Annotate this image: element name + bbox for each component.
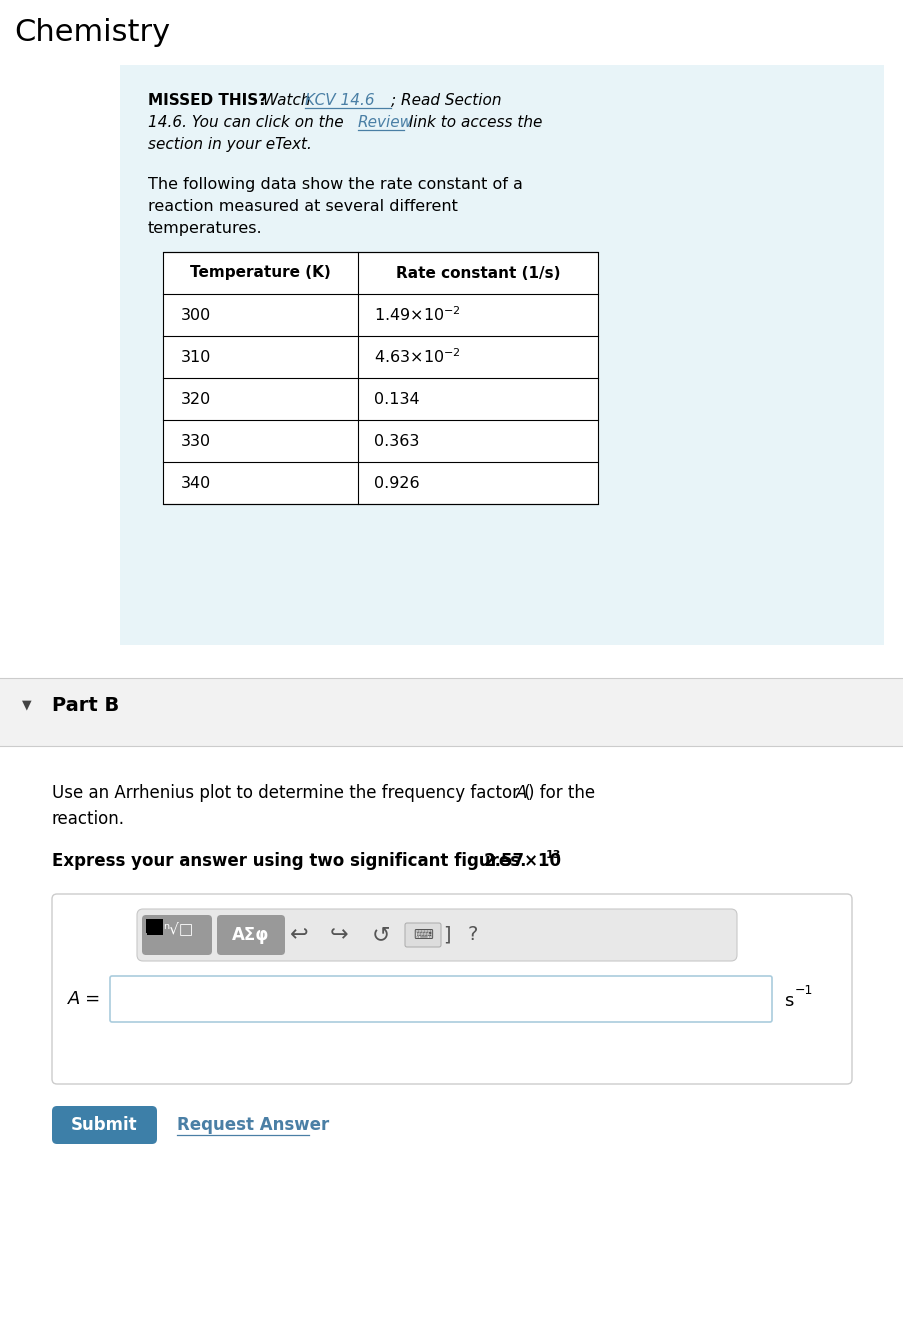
Text: Request Answer: Request Answer (177, 1116, 329, 1134)
Text: The following data show the rate constant of a: The following data show the rate constan… (148, 177, 522, 192)
Text: A =: A = (68, 990, 101, 1008)
Bar (147, 919, 163, 935)
Text: 300: 300 (181, 307, 211, 322)
Text: Part B: Part B (52, 696, 119, 716)
Text: ▼: ▼ (22, 698, 32, 712)
Text: ⌨: ⌨ (413, 928, 433, 942)
Text: 0.134: 0.134 (374, 391, 419, 407)
Text: section in your eText.: section in your eText. (148, 137, 312, 152)
Text: Express your answer using two significant figures.: Express your answer using two significan… (52, 853, 532, 870)
Text: MISSED THIS?: MISSED THIS? (148, 93, 266, 108)
Text: ↺: ↺ (371, 924, 390, 946)
Bar (163, 251, 598, 504)
Text: ?: ? (467, 926, 478, 944)
Text: s: s (783, 992, 793, 1009)
Bar (0, 678, 903, 746)
FancyBboxPatch shape (217, 915, 284, 955)
Text: 330: 330 (181, 434, 211, 448)
Text: ) for the: ) for the (527, 783, 594, 802)
Text: 13: 13 (545, 850, 561, 861)
Text: Temperature (K): Temperature (K) (190, 266, 330, 281)
Text: ; Read Section: ; Read Section (391, 93, 501, 108)
Text: 0.363: 0.363 (374, 434, 419, 448)
FancyBboxPatch shape (142, 915, 212, 955)
FancyBboxPatch shape (137, 908, 736, 962)
Text: reaction measured at several different: reaction measured at several different (148, 200, 457, 214)
Text: 14.6. You can click on the: 14.6. You can click on the (148, 114, 349, 130)
Text: ↩: ↩ (289, 924, 308, 946)
Text: A: A (516, 783, 526, 802)
FancyBboxPatch shape (52, 1107, 157, 1144)
Text: 320: 320 (181, 391, 211, 407)
Text: Chemistry: Chemistry (14, 19, 170, 47)
Bar (146, 919, 160, 934)
Text: AΣφ: AΣφ (232, 926, 269, 944)
Text: Submit: Submit (71, 1116, 137, 1134)
FancyBboxPatch shape (52, 894, 851, 1084)
Text: ]: ] (442, 926, 451, 944)
Text: Review: Review (358, 114, 413, 130)
Text: 4.63×10$^{-2}$: 4.63×10$^{-2}$ (374, 347, 461, 366)
Text: 0.926: 0.926 (374, 476, 419, 491)
Text: 1.49×10$^{-2}$: 1.49×10$^{-2}$ (374, 306, 461, 325)
Text: Use an Arrhenius plot to determine the frequency factor (: Use an Arrhenius plot to determine the f… (52, 783, 530, 802)
Text: 2.57×10: 2.57×10 (483, 853, 562, 870)
FancyBboxPatch shape (405, 923, 441, 947)
Text: temperatures.: temperatures. (148, 221, 263, 235)
Text: Watch: Watch (257, 93, 315, 108)
Text: 340: 340 (181, 476, 211, 491)
Text: 310: 310 (181, 350, 211, 364)
Text: ↪: ↪ (330, 924, 348, 946)
Text: ⁿ√□: ⁿ√□ (163, 920, 193, 936)
Text: link to access the: link to access the (404, 114, 542, 130)
Text: reaction.: reaction. (52, 810, 125, 829)
Text: KCV 14.6: KCV 14.6 (304, 93, 374, 108)
Text: Rate constant (1/s): Rate constant (1/s) (396, 266, 560, 281)
Bar (120, 65, 883, 645)
FancyBboxPatch shape (110, 976, 771, 1021)
Text: −1: −1 (794, 984, 813, 998)
